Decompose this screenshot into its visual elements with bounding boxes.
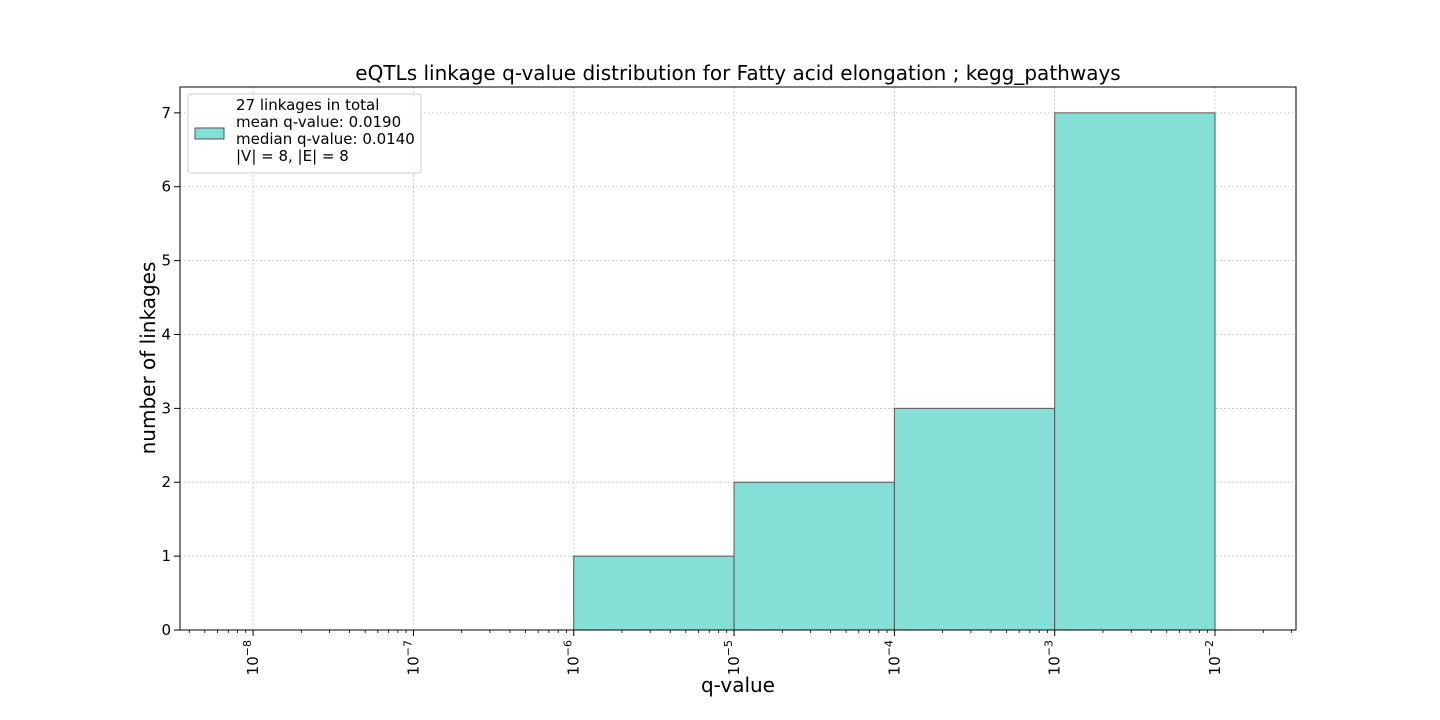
y-tick-label-6: 6 bbox=[161, 178, 171, 196]
y-tick-label-2: 2 bbox=[161, 473, 171, 491]
x-tick-label-5: 10−3 bbox=[1043, 640, 1064, 675]
legend-line-graph-size: |V| = 8, |E| = 8 bbox=[236, 147, 349, 165]
histogram-bar-1 bbox=[733, 481, 895, 631]
x-axis-label: q-value bbox=[701, 673, 775, 697]
histogram-bar-2 bbox=[893, 407, 1056, 631]
legend-box bbox=[187, 93, 422, 174]
x-tick-label-0: 10−8 bbox=[241, 640, 262, 675]
x-tick-label-4: 10−4 bbox=[882, 640, 903, 675]
chart-title: eQTLs linkage q-value distribution for F… bbox=[355, 61, 1120, 85]
legend: 27 linkages in total mean q-value: 0.019… bbox=[187, 93, 422, 174]
histogram-bar-3 bbox=[1054, 112, 1216, 631]
x-tick-label-3: 10−5 bbox=[722, 640, 743, 675]
legend-line-median: median q-value: 0.0140 bbox=[236, 130, 415, 148]
legend-swatch bbox=[194, 127, 225, 140]
y-tick-label-0: 0 bbox=[161, 621, 171, 639]
y-tick-label-4: 4 bbox=[161, 325, 171, 343]
x-tick-label-2: 10−6 bbox=[562, 640, 583, 675]
x-tick-label-6: 10−2 bbox=[1203, 640, 1224, 675]
plot-frame bbox=[179, 86, 1297, 631]
y-tick-label-1: 1 bbox=[161, 547, 171, 565]
axis-ticks: 10−8 10−7 10−6 10−5 10−4 10−3 10−2 0 1 2 3 4 5 6 7 bbox=[161, 104, 1292, 675]
legend-line-total: 27 linkages in total bbox=[236, 96, 379, 114]
y-tick-label-3: 3 bbox=[161, 399, 171, 417]
legend-line-mean: mean q-value: 0.0190 bbox=[236, 113, 401, 131]
y-axis-label: number of linkages bbox=[136, 262, 160, 455]
y-tick-label-7: 7 bbox=[161, 104, 171, 122]
y-tick-label-5: 5 bbox=[161, 252, 171, 270]
x-tick-label-1: 10−7 bbox=[401, 640, 422, 675]
histogram-bar-0 bbox=[573, 555, 735, 631]
